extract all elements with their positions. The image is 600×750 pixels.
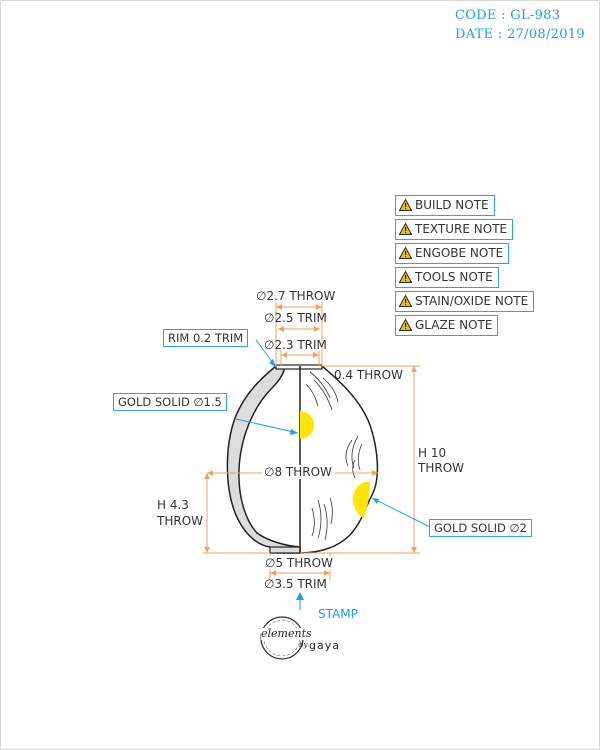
dim-low-height: H 4.3 (157, 498, 189, 512)
dim-body-throw: ∅8 THROW (262, 465, 334, 479)
gold-dot-small (300, 411, 314, 439)
product-code: CODE : GL-983 (455, 8, 561, 23)
note-build[interactable]: BUILD NOTE (395, 195, 495, 216)
vase-outer-profile (299, 365, 379, 554)
warning-icon (399, 199, 412, 211)
note-label: TOOLS NOTE (415, 270, 493, 284)
note-label: GLAZE NOTE (415, 318, 493, 332)
logo-brand: gaya (309, 639, 340, 652)
drawing-date: DATE : 27/08/2019 (455, 27, 585, 42)
dim-height-unit: THROW (418, 461, 465, 475)
note-label: STAIN/OXIDE NOTE (415, 294, 529, 308)
callout-gold-small[interactable]: GOLD SOLID ∅1.5 (113, 393, 227, 411)
callout-arrows (269, 359, 379, 600)
callout-gold-large[interactable]: GOLD SOLID ∅2 (429, 519, 532, 537)
gold-dot-large (353, 481, 370, 518)
note-glaze[interactable]: GLAZE NOTE (395, 315, 499, 336)
warning-icon (399, 271, 412, 283)
callout-rim[interactable]: RIM 0.2 TRIM (163, 329, 249, 347)
note-label: ENGOBE NOTE (415, 246, 504, 260)
dimension-arrows (204, 304, 417, 576)
stamp-label: STAMP (318, 607, 358, 621)
logo-wordmark: elements (261, 627, 312, 640)
dim-low-height-unit: THROW (157, 514, 204, 528)
note-tools[interactable]: TOOLS NOTE (395, 267, 499, 288)
note-engobe[interactable]: ENGOBE NOTE (395, 243, 510, 264)
logo-by: by (299, 641, 308, 649)
dim-height: H 10 (418, 446, 447, 460)
dim-foot-trim: ∅3.5 TRIM (264, 577, 327, 591)
dim-inner-trim: ∅2.3 TRIM (264, 338, 327, 352)
texture-strokes (305, 371, 363, 541)
warning-icon (399, 247, 412, 259)
warning-icon (399, 319, 412, 331)
note-stain-oxide[interactable]: STAIN/OXIDE NOTE (395, 291, 535, 312)
dim-foot-throw: ∅5 THROW (264, 556, 334, 570)
note-texture[interactable]: TEXTURE NOTE (395, 219, 514, 240)
dim-top-trim: ∅2.5 TRIM (264, 311, 327, 325)
warning-icon (399, 295, 412, 307)
dim-top-throw: ∅2.7 THROW (256, 289, 336, 303)
vase-wall-section (226, 365, 301, 554)
warning-icon (399, 223, 412, 235)
vase-foot (269, 546, 301, 554)
vase-rim (275, 364, 323, 370)
note-label: BUILD NOTE (415, 198, 489, 212)
dim-lip-throw: 0.4 THROW (334, 368, 403, 382)
note-label: TEXTURE NOTE (415, 222, 508, 236)
